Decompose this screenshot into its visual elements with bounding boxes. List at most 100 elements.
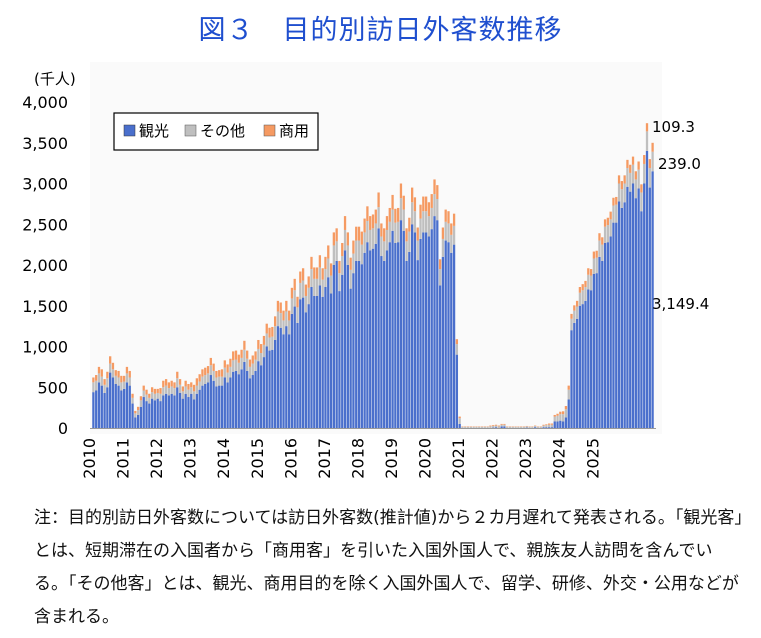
bar-segment — [413, 197, 417, 212]
bar-segment — [416, 260, 419, 428]
bar-segment — [301, 268, 305, 281]
bar-segment — [164, 393, 168, 428]
bar-segment — [257, 361, 260, 428]
bar-segment — [581, 304, 584, 428]
bar-segment — [564, 406, 568, 410]
bar-segment — [159, 393, 162, 402]
bar-segment — [106, 387, 109, 428]
bar-segment — [218, 385, 221, 428]
bar-segment — [123, 381, 126, 389]
bar-segment — [374, 223, 377, 244]
bar-segment — [433, 194, 436, 217]
bar-segment — [307, 276, 310, 288]
bar-segment — [271, 349, 274, 428]
bar-segment — [595, 273, 598, 428]
bar-segment — [150, 392, 154, 399]
bar-segment — [229, 358, 232, 367]
bar-segment — [181, 391, 185, 399]
bar-segment — [626, 159, 629, 169]
bar-segment — [550, 427, 554, 429]
bar-segment — [559, 414, 562, 421]
bar-segment — [500, 426, 503, 428]
bar-segment — [405, 241, 408, 261]
bar-segment — [592, 258, 596, 274]
bar-segment — [97, 382, 101, 428]
bar-segment — [301, 280, 305, 298]
bar-segment — [346, 232, 349, 246]
bar-segment — [136, 406, 140, 411]
y-tick-label: 1,000 — [22, 338, 68, 357]
bar-segment — [525, 426, 528, 428]
bar-segment — [427, 202, 431, 217]
bar-segment — [120, 375, 123, 383]
bar-segment — [329, 263, 333, 276]
bar-segment — [181, 398, 185, 428]
bar-segment — [424, 232, 428, 428]
bar-segment — [313, 267, 316, 279]
bar-segment — [424, 211, 428, 233]
bar-segment — [190, 387, 193, 394]
bar-segment — [338, 260, 341, 274]
bar-segment — [575, 300, 579, 307]
bar-segment — [248, 378, 252, 428]
bar-segment — [503, 424, 506, 427]
bar-segment — [201, 385, 204, 428]
bar-segment — [452, 225, 456, 245]
bar-segment — [640, 192, 643, 212]
bar-segment — [290, 313, 294, 428]
bar-segment — [100, 385, 103, 428]
bar-segment — [629, 164, 632, 173]
bar-segment — [332, 245, 335, 265]
bar-segment — [335, 228, 338, 242]
bar-segment — [111, 377, 115, 428]
bar-segment — [441, 227, 445, 239]
bar-segment — [587, 274, 590, 290]
legend-box — [113, 112, 319, 151]
bar-segment — [153, 400, 157, 428]
legend-swatch-tourism — [123, 124, 136, 137]
bar-segment — [206, 382, 210, 428]
bar-segment — [321, 296, 324, 428]
bar-segment — [416, 227, 419, 241]
bar-segment — [567, 385, 570, 390]
bar-segment — [164, 379, 168, 386]
bar-segment — [606, 242, 610, 428]
bar-segment — [92, 382, 95, 393]
bar-segment — [383, 260, 386, 428]
bar-segment — [480, 426, 484, 428]
bar-segment — [176, 378, 179, 388]
bar-segment — [299, 299, 302, 428]
x-tick-label: 2025 — [583, 438, 602, 479]
bar-segment — [648, 168, 651, 188]
bar-segment — [156, 388, 159, 393]
bar-segment — [455, 339, 459, 345]
bar-segment — [321, 279, 324, 297]
y-axis-unit: (千人) — [34, 70, 76, 88]
bar-segment — [494, 425, 498, 428]
bar-segment — [120, 382, 123, 391]
bar-segment — [212, 380, 215, 428]
bar-segment — [341, 242, 344, 257]
bar-segment — [125, 373, 129, 383]
bar-segment — [497, 426, 500, 428]
bar-segment — [578, 305, 582, 428]
bar-segment — [324, 256, 327, 270]
bar-segment — [581, 290, 584, 305]
bar-segment — [643, 163, 646, 184]
bar-segment — [215, 377, 218, 387]
bar-segment — [578, 292, 582, 306]
bar-segment — [125, 366, 129, 374]
bar-segment — [341, 256, 344, 275]
bar-segment — [447, 242, 450, 428]
bar-segment — [360, 231, 363, 245]
bar-segment — [438, 269, 442, 286]
bar-segment — [545, 427, 548, 429]
bar-segment — [402, 230, 405, 428]
bar-segment — [285, 311, 288, 327]
bar-segment — [184, 386, 187, 394]
bar-segment — [436, 198, 439, 221]
bar-segment — [304, 295, 308, 313]
bar-segment — [268, 327, 271, 338]
x-tick-label: 2020 — [416, 438, 435, 479]
bar-segment — [343, 229, 347, 251]
